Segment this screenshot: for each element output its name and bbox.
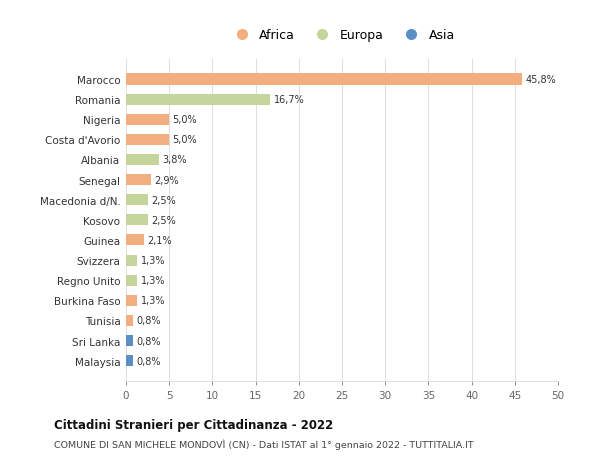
Text: 1,3%: 1,3%: [140, 256, 165, 265]
Text: 0,8%: 0,8%: [136, 356, 161, 366]
Text: 2,9%: 2,9%: [155, 175, 179, 185]
Bar: [126, 255, 137, 266]
Text: 5,0%: 5,0%: [173, 135, 197, 145]
Text: 1,3%: 1,3%: [140, 296, 165, 306]
Bar: [126, 235, 144, 246]
Text: 2,5%: 2,5%: [151, 215, 176, 225]
Text: Cittadini Stranieri per Cittadinanza - 2022: Cittadini Stranieri per Cittadinanza - 2…: [54, 418, 333, 431]
Text: 5,0%: 5,0%: [173, 115, 197, 125]
Bar: [126, 195, 148, 206]
Bar: [126, 74, 522, 85]
Bar: [126, 114, 169, 125]
Bar: [126, 275, 137, 286]
Bar: [126, 95, 270, 106]
Text: COMUNE DI SAN MICHELE MONDOVÌ (CN) - Dati ISTAT al 1° gennaio 2022 - TUTTITALIA.: COMUNE DI SAN MICHELE MONDOVÌ (CN) - Dat…: [54, 438, 473, 449]
Bar: [126, 355, 133, 366]
Bar: [126, 335, 133, 346]
Text: 2,1%: 2,1%: [148, 235, 172, 246]
Text: 0,8%: 0,8%: [136, 336, 161, 346]
Bar: [126, 295, 137, 306]
Text: 45,8%: 45,8%: [525, 75, 556, 85]
Legend: Africa, Europa, Asia: Africa, Europa, Asia: [224, 24, 460, 47]
Text: 1,3%: 1,3%: [140, 275, 165, 285]
Text: 16,7%: 16,7%: [274, 95, 304, 105]
Bar: [126, 215, 148, 226]
Bar: [126, 174, 151, 186]
Text: 0,8%: 0,8%: [136, 316, 161, 326]
Bar: [126, 315, 133, 326]
Bar: [126, 155, 159, 166]
Text: 2,5%: 2,5%: [151, 195, 176, 205]
Text: 3,8%: 3,8%: [162, 155, 187, 165]
Bar: [126, 134, 169, 146]
